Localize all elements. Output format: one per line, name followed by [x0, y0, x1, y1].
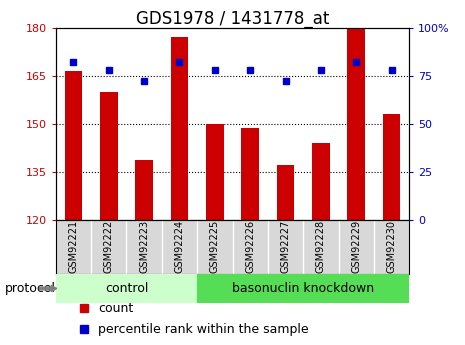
Text: GSM92227: GSM92227 — [280, 220, 291, 274]
Text: GSM92230: GSM92230 — [386, 220, 397, 273]
Bar — [65, 71, 82, 220]
Bar — [277, 165, 294, 220]
Bar — [100, 92, 118, 220]
Bar — [171, 37, 188, 220]
Text: GSM92228: GSM92228 — [316, 220, 326, 274]
Bar — [56, 274, 197, 303]
Text: GSM92229: GSM92229 — [351, 220, 361, 274]
Bar — [197, 274, 409, 303]
Bar — [206, 124, 224, 220]
Text: percentile rank within the sample: percentile rank within the sample — [98, 323, 309, 336]
Text: GSM92222: GSM92222 — [104, 220, 114, 274]
Bar — [135, 160, 153, 220]
Text: basonuclin knockdown: basonuclin knockdown — [232, 282, 374, 295]
Bar — [312, 143, 330, 220]
Text: count: count — [98, 302, 133, 315]
Text: GSM92226: GSM92226 — [245, 220, 255, 274]
Text: protocol: protocol — [5, 282, 56, 295]
Bar — [241, 128, 259, 220]
Text: GSM92221: GSM92221 — [68, 220, 79, 274]
Title: GDS1978 / 1431778_at: GDS1978 / 1431778_at — [136, 10, 329, 28]
Text: GSM92223: GSM92223 — [139, 220, 149, 274]
Text: control: control — [105, 282, 148, 295]
Text: GSM92224: GSM92224 — [174, 220, 185, 274]
Text: GSM92225: GSM92225 — [210, 220, 220, 274]
Bar — [383, 114, 400, 220]
Bar — [347, 29, 365, 220]
